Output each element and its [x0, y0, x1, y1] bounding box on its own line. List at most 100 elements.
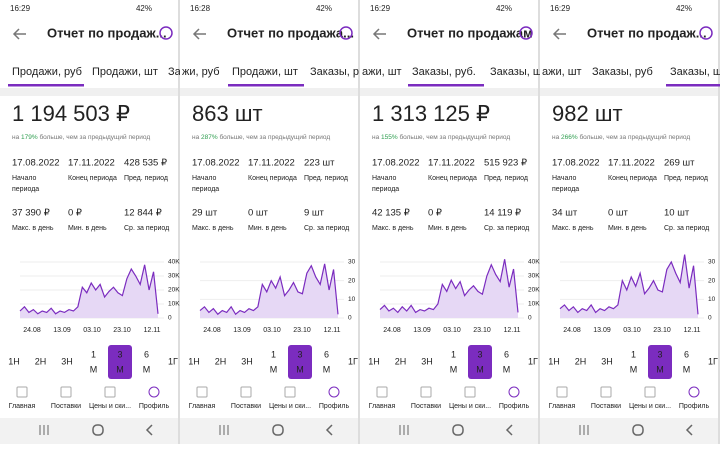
- period-option[interactable]: 1Н: [188, 356, 200, 366]
- period-active[interactable]: [288, 345, 312, 379]
- nav-icon[interactable]: [196, 386, 208, 398]
- nav-label[interactable]: Главная: [189, 403, 216, 410]
- period-option[interactable]: 1Н: [368, 356, 380, 366]
- nav-label[interactable]: Поставки: [591, 403, 621, 410]
- period-option[interactable]: 1Г: [708, 356, 718, 366]
- nav-label[interactable]: Цены и ски...: [449, 403, 491, 410]
- sys-recent[interactable]: [399, 425, 409, 435]
- sys-recent[interactable]: [579, 425, 589, 435]
- period-option[interactable]: М: [90, 364, 98, 374]
- back-arrow[interactable]: [372, 28, 386, 40]
- period-option[interactable]: М: [450, 364, 458, 374]
- sys-recent[interactable]: [39, 425, 49, 435]
- period-option[interactable]: 2Н: [575, 356, 587, 366]
- sys-back[interactable]: [325, 424, 333, 436]
- nav-icon[interactable]: [508, 386, 520, 398]
- tab[interactable]: жи, руб: [182, 66, 220, 78]
- period-option[interactable]: М: [296, 364, 304, 374]
- nav-label[interactable]: Профиль: [139, 403, 170, 410]
- period-option[interactable]: 1Г: [348, 356, 358, 366]
- nav-icon[interactable]: [284, 386, 296, 398]
- nav-icon[interactable]: [556, 386, 568, 398]
- help-icon[interactable]: [699, 26, 713, 40]
- nav-icon[interactable]: [600, 386, 612, 398]
- nav-label[interactable]: Главная: [369, 403, 396, 410]
- nav-label[interactable]: Цены и ски...: [629, 403, 671, 410]
- period-option[interactable]: 1Г: [168, 356, 178, 366]
- period-option[interactable]: 3: [657, 349, 662, 359]
- nav-icon[interactable]: [644, 386, 656, 398]
- nav-icon[interactable]: [328, 386, 340, 398]
- period-option[interactable]: М: [476, 364, 484, 374]
- sys-back[interactable]: [685, 424, 693, 436]
- period-option[interactable]: 3Н: [601, 356, 613, 366]
- nav-label[interactable]: Главная: [549, 403, 576, 410]
- period-option[interactable]: 1: [91, 349, 96, 359]
- nav-icon[interactable]: [420, 386, 432, 398]
- period-active[interactable]: [468, 345, 492, 379]
- period-option[interactable]: 1: [451, 349, 456, 359]
- nav-label[interactable]: Главная: [9, 403, 36, 410]
- sys-back[interactable]: [145, 424, 153, 436]
- period-option[interactable]: 3Н: [241, 356, 253, 366]
- period-option[interactable]: 6: [684, 349, 689, 359]
- nav-icon[interactable]: [104, 386, 116, 398]
- sys-home[interactable]: [452, 424, 464, 436]
- tab[interactable]: Продажи, шт: [232, 66, 298, 78]
- period-option[interactable]: М: [270, 364, 278, 374]
- nav-icon[interactable]: [688, 386, 700, 398]
- period-option[interactable]: М: [503, 364, 511, 374]
- back-arrow[interactable]: [192, 28, 206, 40]
- nav-icon[interactable]: [148, 386, 160, 398]
- period-option[interactable]: 1Г: [528, 356, 538, 366]
- tab[interactable]: Заказы, шт: [670, 66, 720, 78]
- sys-back[interactable]: [505, 424, 513, 436]
- nav-label[interactable]: Профиль: [499, 403, 530, 410]
- period-option[interactable]: 3Н: [61, 356, 73, 366]
- period-option[interactable]: М: [323, 364, 331, 374]
- nav-label[interactable]: Профиль: [679, 403, 710, 410]
- nav-icon[interactable]: [60, 386, 72, 398]
- period-option[interactable]: 3: [477, 349, 482, 359]
- period-option[interactable]: 3: [117, 349, 122, 359]
- tab[interactable]: Продажи, руб: [12, 66, 82, 78]
- tab[interactable]: Заказы, ш: [490, 66, 542, 78]
- nav-label[interactable]: Поставки: [411, 403, 441, 410]
- nav-label[interactable]: Профиль: [319, 403, 350, 410]
- nav-label[interactable]: Цены и ски...: [269, 403, 311, 410]
- period-option[interactable]: М: [683, 364, 691, 374]
- nav-label[interactable]: Цены и ски...: [89, 403, 131, 410]
- nav-icon[interactable]: [240, 386, 252, 398]
- nav-icon[interactable]: [376, 386, 388, 398]
- sys-home[interactable]: [92, 424, 104, 436]
- nav-icon[interactable]: [464, 386, 476, 398]
- tab[interactable]: ажи, шт: [362, 66, 402, 78]
- period-option[interactable]: 6: [144, 349, 149, 359]
- nav-label[interactable]: Поставки: [231, 403, 261, 410]
- period-option[interactable]: М: [630, 364, 638, 374]
- help-icon[interactable]: [159, 26, 173, 40]
- sys-home[interactable]: [272, 424, 284, 436]
- period-active[interactable]: [108, 345, 132, 379]
- period-option[interactable]: 1Н: [548, 356, 560, 366]
- period-option[interactable]: 1: [271, 349, 276, 359]
- back-arrow[interactable]: [552, 28, 566, 40]
- period-option[interactable]: М: [116, 364, 124, 374]
- nav-label[interactable]: Поставки: [51, 403, 81, 410]
- period-option[interactable]: 1Н: [8, 356, 20, 366]
- sys-home[interactable]: [632, 424, 644, 436]
- period-option[interactable]: 6: [504, 349, 509, 359]
- tab[interactable]: Заказы, руб: [592, 66, 653, 78]
- period-active[interactable]: [648, 345, 672, 379]
- period-option[interactable]: 1: [631, 349, 636, 359]
- period-option[interactable]: М: [656, 364, 664, 374]
- period-option[interactable]: М: [143, 364, 151, 374]
- period-option[interactable]: 3: [297, 349, 302, 359]
- tab[interactable]: Заказы, руб.: [412, 66, 476, 78]
- period-option[interactable]: 3Н: [421, 356, 433, 366]
- tab[interactable]: ажи, шт: [542, 66, 582, 78]
- period-option[interactable]: 2Н: [395, 356, 407, 366]
- tab[interactable]: Продажи, шт: [92, 66, 158, 78]
- sys-recent[interactable]: [219, 425, 229, 435]
- back-arrow[interactable]: [12, 28, 26, 40]
